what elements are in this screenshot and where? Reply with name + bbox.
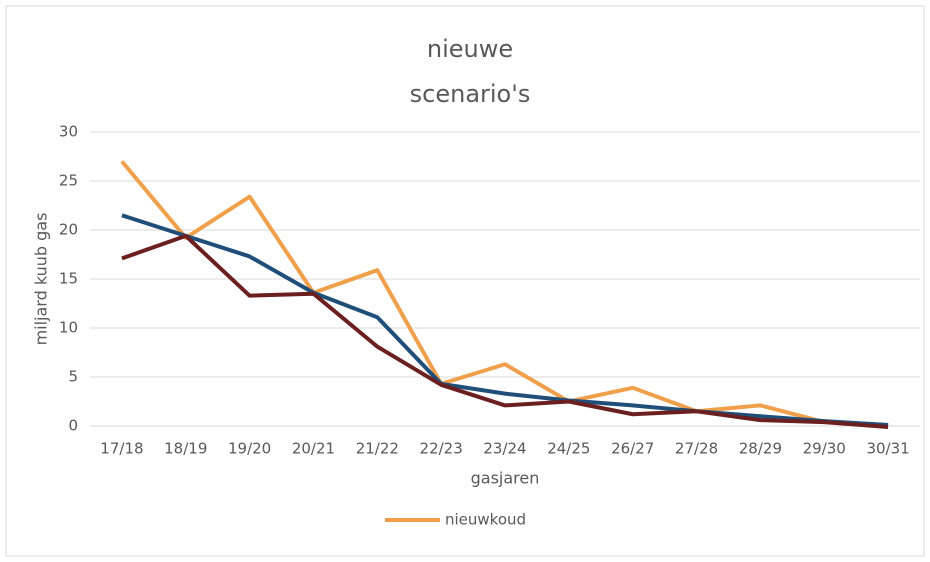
- x-tick-label: 24/25: [547, 440, 590, 458]
- y-tick-label: 5: [68, 368, 78, 386]
- y-tick-label: 15: [59, 270, 78, 288]
- chart-title: nieuwe: [427, 35, 513, 63]
- x-tick-label: 21/22: [356, 440, 399, 458]
- y-axis-title: miljard kuub gas: [32, 213, 51, 346]
- series-line: [120, 160, 889, 428]
- x-tick-label: 27/28: [675, 440, 718, 458]
- x-tick-label: 22/23: [420, 440, 463, 458]
- x-tick-label: 17/18: [100, 440, 143, 458]
- y-tick-label: 20: [59, 221, 78, 239]
- x-tick-label: 26/27: [611, 440, 654, 458]
- x-tick-label: 29/30: [803, 440, 846, 458]
- y-tick-label: 30: [59, 123, 78, 141]
- y-tick-label: 0: [68, 417, 78, 435]
- y-tick-label: 10: [59, 319, 78, 337]
- chart-border: [5, 5, 925, 557]
- x-axis-title: gasjaren: [471, 469, 540, 488]
- series-line: [121, 213, 889, 428]
- x-tick-label: 20/21: [292, 440, 335, 458]
- x-tick-label: 30/31: [866, 440, 909, 458]
- x-tick-label: 23/24: [483, 440, 526, 458]
- chart-title: scenario's: [410, 80, 531, 108]
- y-tick-label: 25: [59, 172, 78, 190]
- legend-label: nieuwkoud: [445, 511, 526, 529]
- x-tick-label: 28/29: [739, 440, 782, 458]
- x-tick-label: 19/20: [228, 440, 271, 458]
- x-tick-label: 18/19: [164, 440, 207, 458]
- series-line: [121, 233, 889, 429]
